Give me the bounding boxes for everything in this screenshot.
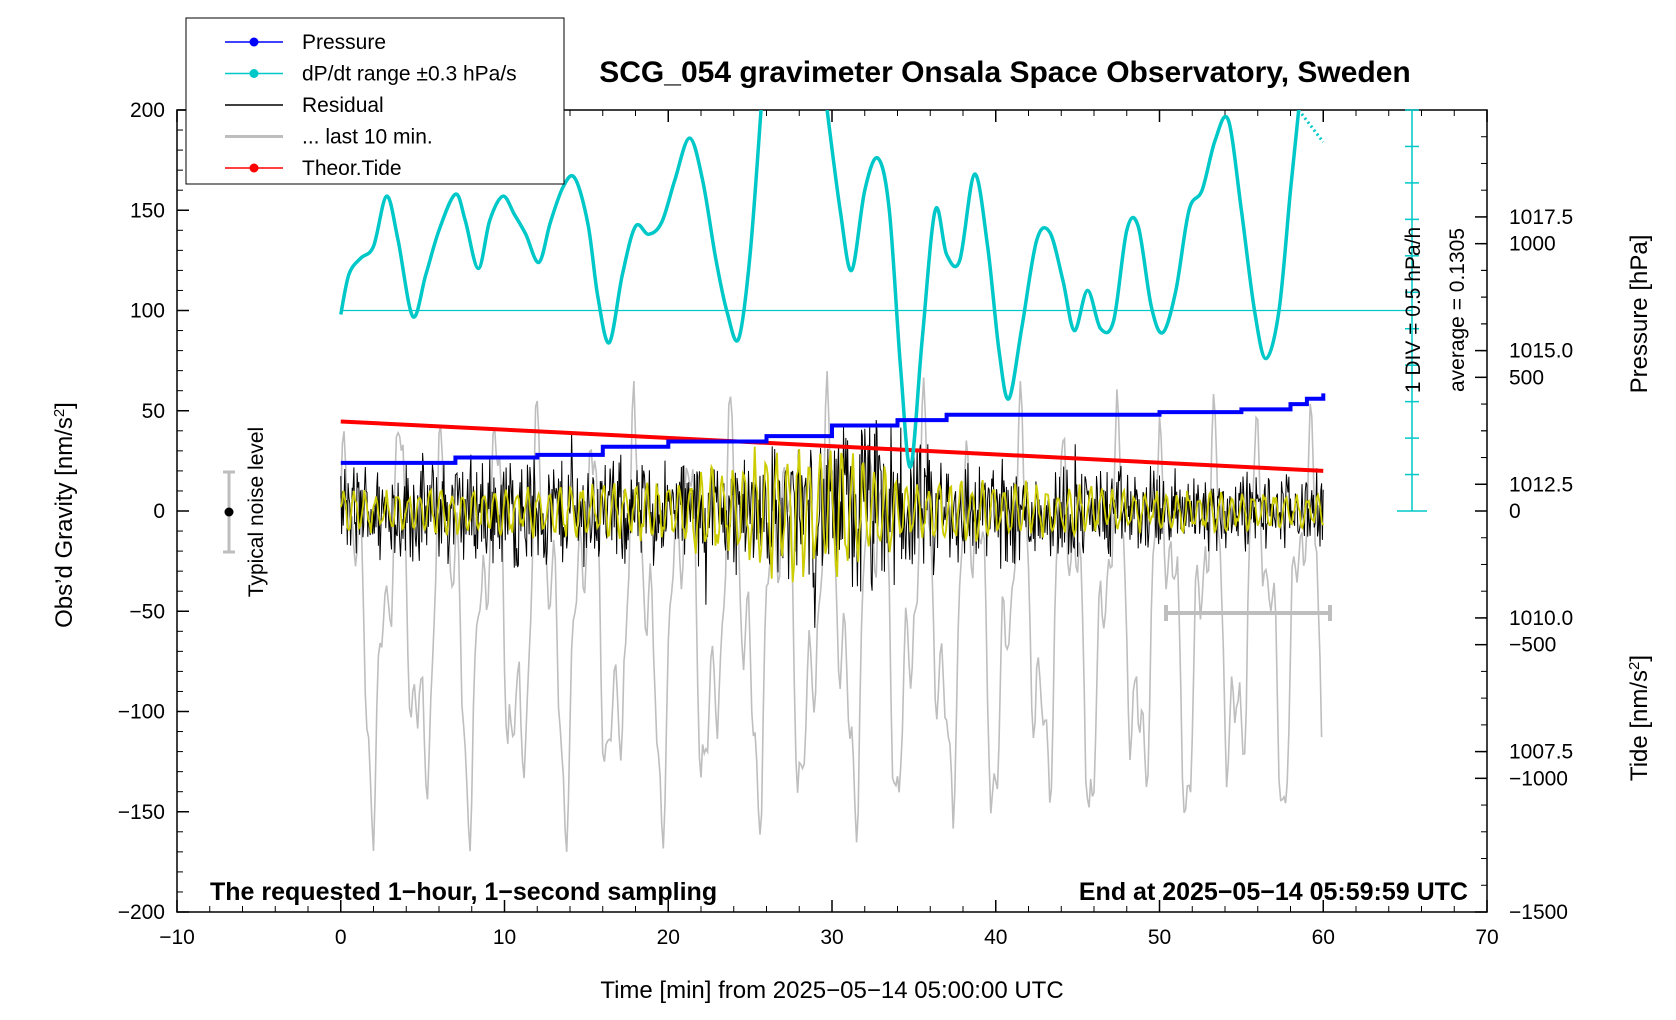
legend-box [185,17,565,185]
legend-marker [249,69,259,78]
div-label: 1 DIV = 0.5 hPa/h [1402,227,1425,393]
chart-title: SCG_054 gravimeter Onsala Space Observat… [599,56,1411,89]
tide-tick-label: 1000 [1509,233,1556,256]
x-tick-label: 20 [657,926,680,949]
legend: Pressure dP/dt range ±0.3 hPa/s Residual..… [225,31,517,180]
legend-marker [249,37,259,47]
pressure-tick-label: 1012.5 [1509,473,1573,496]
pressure-line [340,393,1326,465]
x-tick-label: 50 [1148,926,1171,949]
y-tick-label: −50 [129,600,165,623]
y-axis-title-left: Obs’d Gravity [nm/s2] [51,402,79,628]
series-group [339,110,1412,852]
x-tick-label: 30 [820,926,843,949]
noise-label: Typical noise level [245,427,268,597]
y-tick-label: −100 [118,701,165,724]
x-tick-label: 70 [1475,926,1498,949]
tide-axis-title-main: Tide [nm/s [1626,670,1653,781]
x-axis-title: Time [min] from 2025−05−14 05:00:00 UTC [600,977,1063,1004]
x-tick-label: 40 [984,926,1007,949]
pressure-tick-label: 1010.0 [1509,607,1573,630]
ticks-group: −10 0 10 20 30 40 50 60 70200150100500−50−100−15… [118,99,1574,949]
tide-tick-label: 500 [1509,366,1544,389]
x-tick-label: 60 [1312,926,1335,949]
legend-marker [249,163,259,173]
x-tick-label: 0 [335,926,347,949]
x-tick-label: −10 [159,926,195,949]
legend-label: dP/dt range ±0.3 hPa/s [302,63,517,86]
tide-axis-title-end: ] [1626,655,1653,662]
pressure-tick-label: 1017.5 [1509,206,1573,229]
y-tick-label: 100 [130,300,165,323]
tide-tick-label: 0 [1509,500,1521,523]
tide-tick-label: −500 [1509,634,1556,657]
div-scale [1397,109,1427,512]
x-tick-label: 10 [493,926,516,949]
dpdt-line-1 [339,110,763,345]
legend-label: Theor.Tide [302,157,402,180]
bottom-right-note: End at 2025−05−14 05:59:59 UTC [1079,878,1468,906]
tide-axis-title-sup: 2 [1626,662,1643,670]
legend-label: Pressure [302,31,386,54]
y-tick-label: 200 [130,99,165,122]
y-tick-label: −200 [118,901,165,924]
y-tick-label: 0 [153,500,165,523]
y-axis-title-main: Obs’d Gravity [nm/s [51,417,78,628]
legend-label: ... last 10 min. [302,126,433,149]
legend-label: Residual [302,94,384,117]
pressure-tick-label: 1007.5 [1509,741,1573,764]
dpdt-line-2 [825,110,1301,469]
pressure-tick-label: 1015.0 [1509,340,1573,363]
y-axis-title-sup: 2 [51,409,68,417]
y-axis-title-end: ] [51,402,78,409]
average-label: average = 0.1305 [1446,228,1469,392]
noise-dot [224,507,234,517]
theor-tide-line [340,419,1324,473]
y-tick-label: −150 [118,801,165,824]
bottom-left-note: The requested 1−hour, 1−second sampling [210,878,717,906]
tide-axis-title: Tide [nm/s2] [1626,655,1654,781]
dpdt-dotted-3 [1297,110,1325,143]
tide-tick-label: −1000 [1509,767,1568,790]
y-tick-label: 50 [142,400,165,423]
y-tick-label: 150 [130,199,165,222]
pressure-axis-title: Pressure [hPa] [1626,235,1653,394]
tide-tick-label: −1500 [1509,901,1568,924]
yellow-residual-line [339,446,1325,583]
